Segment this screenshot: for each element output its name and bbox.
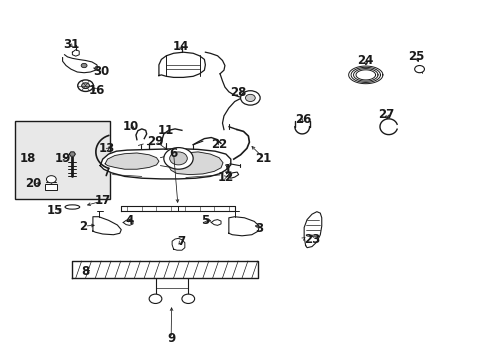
Polygon shape (227, 172, 238, 178)
Text: 1: 1 (223, 163, 231, 176)
Text: 10: 10 (122, 120, 139, 133)
Text: 7: 7 (177, 235, 184, 248)
Text: 28: 28 (230, 86, 246, 99)
Text: 6: 6 (169, 147, 177, 159)
Text: 25: 25 (407, 50, 424, 63)
Text: 18: 18 (20, 152, 37, 165)
Polygon shape (168, 152, 223, 175)
Polygon shape (72, 261, 258, 278)
Text: 3: 3 (255, 222, 263, 235)
Polygon shape (159, 52, 205, 77)
Polygon shape (62, 55, 98, 73)
Circle shape (169, 152, 187, 165)
Text: 30: 30 (93, 65, 110, 78)
Text: 14: 14 (172, 40, 189, 53)
Polygon shape (105, 153, 159, 169)
Circle shape (245, 94, 255, 102)
Text: 24: 24 (357, 54, 373, 67)
Text: 22: 22 (210, 138, 227, 151)
Bar (15, 121, 110, 199)
Polygon shape (211, 220, 221, 225)
Text: 4: 4 (125, 214, 133, 227)
Circle shape (78, 80, 93, 91)
Text: 2: 2 (79, 220, 87, 233)
Text: 27: 27 (377, 108, 394, 121)
Polygon shape (121, 206, 234, 211)
Polygon shape (100, 149, 230, 179)
Text: 13: 13 (98, 142, 115, 155)
Polygon shape (123, 220, 133, 225)
Polygon shape (228, 217, 259, 236)
Text: 31: 31 (62, 39, 79, 51)
Circle shape (81, 83, 89, 89)
Text: 15: 15 (46, 204, 63, 217)
Text: 8: 8 (81, 265, 89, 278)
Text: 29: 29 (147, 135, 163, 148)
Polygon shape (93, 217, 121, 235)
Text: 26: 26 (294, 113, 311, 126)
Text: 17: 17 (94, 194, 111, 207)
Text: 19: 19 (54, 152, 71, 165)
Circle shape (46, 176, 56, 183)
Polygon shape (72, 50, 79, 56)
Text: 20: 20 (25, 177, 41, 190)
Circle shape (81, 63, 87, 68)
Ellipse shape (65, 205, 80, 209)
Circle shape (240, 91, 260, 105)
Text: 5: 5 (201, 214, 209, 227)
Circle shape (414, 66, 424, 73)
Polygon shape (172, 238, 184, 250)
Text: 21: 21 (254, 152, 271, 165)
Text: 12: 12 (217, 171, 234, 184)
Circle shape (163, 148, 193, 169)
Text: 23: 23 (303, 233, 320, 246)
Text: 16: 16 (88, 84, 105, 97)
Text: 11: 11 (158, 124, 174, 137)
Circle shape (149, 294, 162, 303)
Circle shape (182, 294, 194, 303)
Text: 9: 9 (167, 332, 175, 345)
Polygon shape (69, 152, 75, 156)
Polygon shape (304, 212, 321, 248)
Bar (45, 184, 57, 190)
